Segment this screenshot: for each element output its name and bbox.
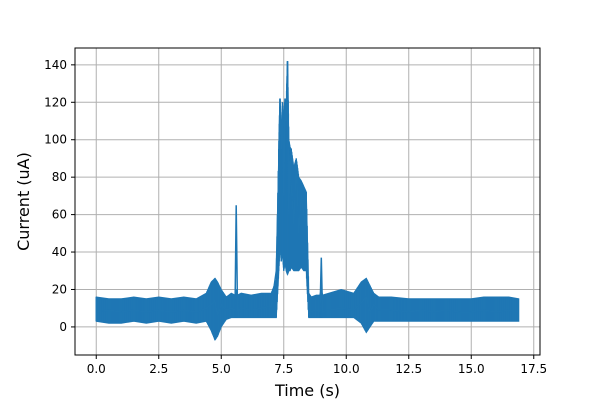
y-tick-label: 20 [52, 282, 67, 296]
plot-frame [74, 47, 541, 356]
current-series-line [96, 61, 519, 316]
y-tick-label: 0 [59, 320, 67, 334]
x-tick-label: 7.5 [274, 362, 293, 376]
x-tick-label: 10.0 [333, 362, 360, 376]
x-tick-label: 15.0 [458, 362, 485, 376]
x-tick-label: 5.0 [212, 362, 231, 376]
x-axis-label: Time (s) [274, 381, 340, 400]
y-tick-label: 140 [44, 58, 67, 72]
data-line-layer [96, 61, 519, 316]
y-tick-label: 120 [44, 95, 67, 109]
y-tick-label: 40 [52, 245, 67, 259]
data-band [95, 61, 520, 342]
grid [75, 48, 540, 355]
x-tick-label: 0.0 [87, 362, 106, 376]
ticks: 0.0 2.5 5.0 7.5 10.0 12.5 15.0 17.5 0 20 40 60 80 100… [44, 58, 547, 376]
x-tick-label: 2.5 [149, 362, 168, 376]
y-tick-label: 60 [52, 208, 67, 222]
y-tick-label: 80 [52, 170, 67, 184]
x-tick-label: 12.5 [395, 362, 422, 376]
y-axis-label: Current (uA) [14, 152, 33, 251]
y-tick-label: 100 [44, 133, 67, 147]
x-tick-label: 17.5 [520, 362, 547, 376]
